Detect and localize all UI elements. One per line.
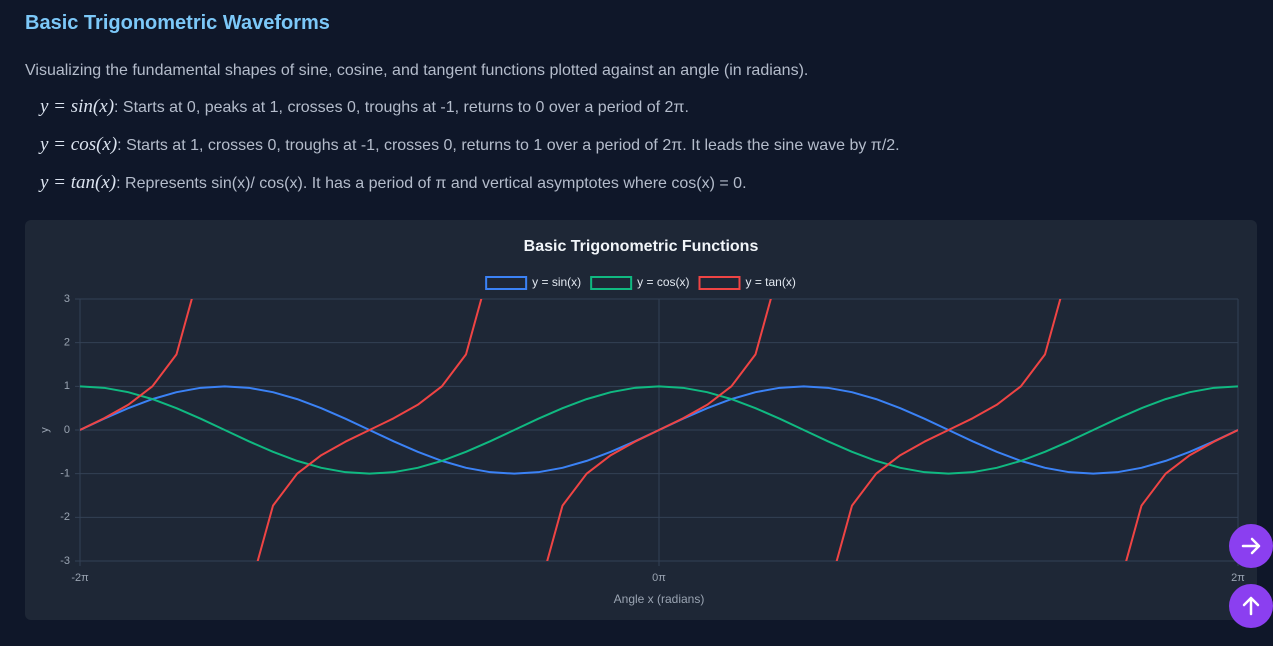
y-tick-label: -2 — [60, 511, 70, 523]
formula: y = tan(x) — [40, 172, 117, 193]
next-button[interactable] — [1229, 524, 1273, 568]
legend: y = sin(x) y = cos(x) y = tan(x) — [485, 275, 796, 290]
x-tick-label: 0π — [652, 572, 666, 584]
y-tick-label: -3 — [60, 555, 70, 567]
y-tick-label: -1 — [60, 468, 70, 480]
bullet-text: : Represents sin(x)/ cos(x). It has a pe… — [116, 175, 747, 192]
bullet-text: : Starts at 0, peaks at 1, crosses 0, tr… — [114, 99, 689, 116]
page-title: Basic Trigonometric Waveforms — [25, 12, 330, 34]
arrow-up-icon — [1242, 596, 1260, 616]
y-tick-label: 3 — [64, 293, 70, 305]
y-axis-label: y — [39, 427, 51, 433]
series-line — [80, 385, 1238, 475]
formula: y = cos(x) — [40, 134, 118, 155]
bullet-text: : Starts at 1, crosses 0, troughs at -1,… — [117, 137, 900, 154]
x-tick-label: 2π — [1231, 572, 1245, 584]
legend-swatch — [698, 276, 741, 290]
y-tick-label: 1 — [64, 380, 70, 392]
legend-label: y = sin(x) — [532, 275, 581, 289]
legend-label: y = tan(x) — [746, 275, 796, 289]
bullet: y = cos(x): Starts at 1, crosses 0, trou… — [40, 134, 900, 156]
chart: Basic Trigonometric Functions Angle x (r… — [39, 238, 1245, 606]
series-line — [80, 299, 1238, 561]
formula: y = sin(x) — [40, 96, 115, 117]
y-tick-label: 2 — [64, 337, 70, 349]
x-tick-label: -2π — [71, 572, 89, 584]
description: Visualizing the fundamental shapes of si… — [25, 62, 809, 79]
chart-card: Basic Trigonometric Functions Angle x (r… — [25, 220, 1257, 620]
plot-area — [80, 299, 1238, 561]
y-tick-label: 0 — [64, 424, 70, 436]
legend-swatch — [485, 276, 528, 290]
legend-label: y = cos(x) — [637, 275, 689, 289]
bullet: y = sin(x): Starts at 0, peaks at 1, cro… — [40, 96, 689, 118]
x-axis-label: Angle x (radians) — [614, 592, 705, 606]
chart-title: Basic Trigonometric Functions — [524, 238, 759, 255]
legend-swatch — [590, 276, 633, 290]
scroll-top-button[interactable] — [1229, 584, 1273, 628]
bullet: y = tan(x): Represents sin(x)/ cos(x). I… — [40, 172, 747, 194]
arrow-right-icon — [1241, 537, 1261, 555]
